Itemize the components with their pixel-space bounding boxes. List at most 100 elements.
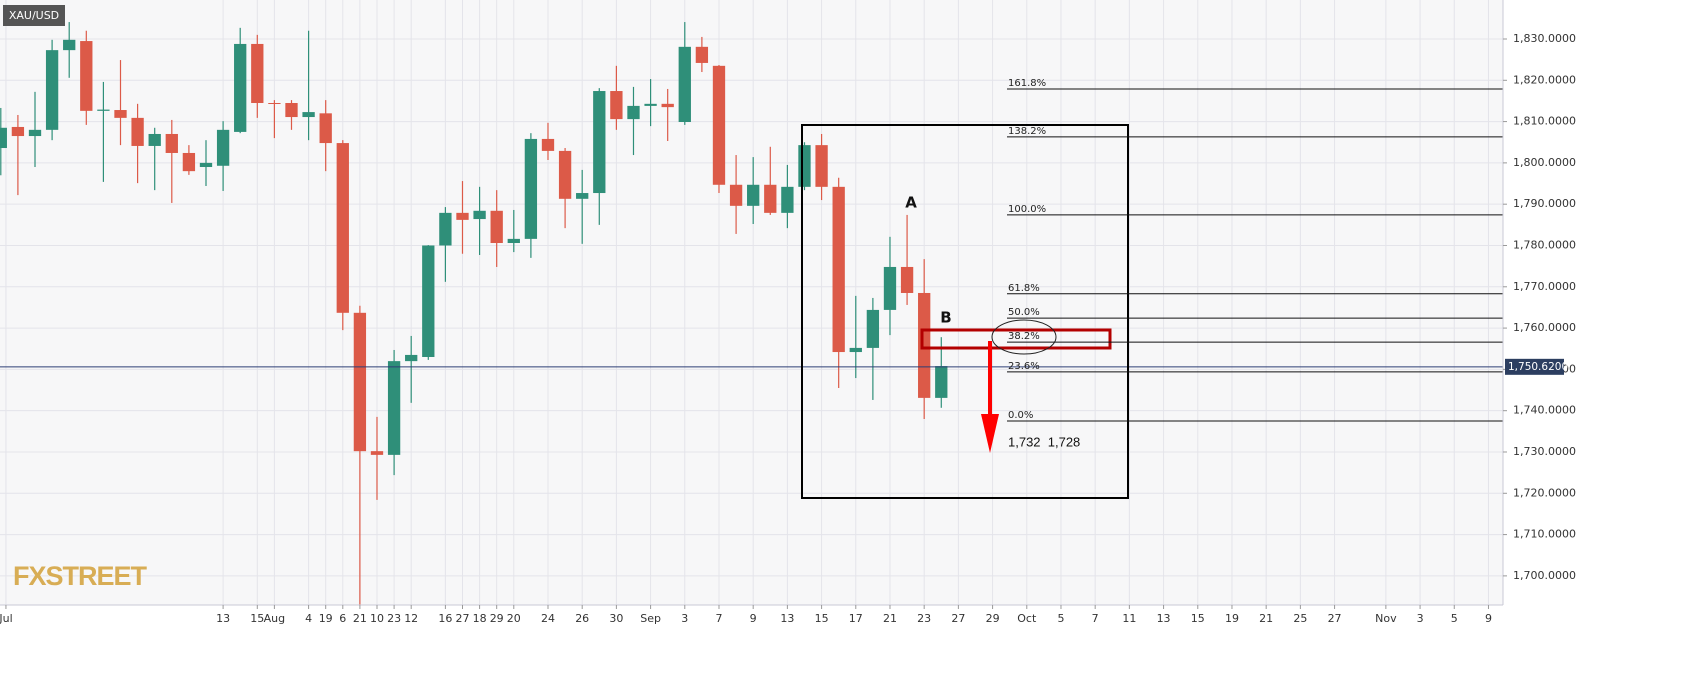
- x-tick-label: 24: [541, 612, 555, 625]
- candle-body: [558, 150, 572, 199]
- x-tick-label: 9: [750, 612, 757, 625]
- candle-body: [490, 210, 503, 244]
- x-tick-label: Aug: [264, 612, 285, 625]
- x-tick-label: 9: [1485, 612, 1492, 625]
- x-tick-label: 27: [1328, 612, 1342, 625]
- x-tick-label: 15: [815, 612, 829, 625]
- x-tick-label: 30: [609, 612, 623, 625]
- candle-body: [405, 354, 418, 362]
- candle-body: [80, 41, 93, 111]
- x-tick-label: 23: [387, 612, 401, 625]
- fib-label: 0.0%: [1008, 410, 1033, 421]
- candle-body: [302, 112, 315, 118]
- candle-body: [148, 133, 161, 146]
- candle-body: [815, 145, 828, 187]
- range-box: [801, 124, 1129, 499]
- x-tick-label: 21: [353, 612, 367, 625]
- x-tick-label: 27: [951, 612, 965, 625]
- candle-body: [524, 138, 538, 239]
- x-tick-label: 6: [339, 612, 346, 625]
- x-tick-label: 4: [305, 612, 312, 625]
- candle-body: [918, 292, 931, 398]
- x-tick-label: Oct: [1017, 612, 1037, 625]
- candle-body: [661, 103, 674, 108]
- candle-body: [268, 103, 281, 105]
- candles: [0, 22, 1503, 605]
- candle-body: [131, 117, 144, 146]
- annotation-a: A: [905, 194, 917, 212]
- candle-body: [695, 46, 709, 63]
- candle-body: [216, 129, 230, 166]
- y-tick-label: 1,700.0000: [1513, 569, 1576, 582]
- candle-body: [900, 266, 914, 293]
- candle-body: [832, 186, 845, 353]
- fib-label: 61.8%: [1008, 283, 1040, 294]
- candle-body: [319, 113, 332, 144]
- last-price-badge: [1505, 358, 1564, 375]
- candle-body: [182, 152, 196, 172]
- x-tick-label: Jul: [0, 612, 13, 625]
- candle-body: [336, 143, 349, 313]
- candle-body: [387, 361, 401, 455]
- y-tick-label: 1,770.0000: [1513, 280, 1576, 293]
- chart-title: XAU/USD: [9, 9, 59, 22]
- x-tick-label: Sep: [640, 612, 661, 625]
- x-tick-label: 27: [455, 612, 469, 625]
- candle-body: [63, 39, 76, 51]
- x-tick-label: 19: [1225, 612, 1239, 625]
- y-tick-label: 1,760.0000: [1513, 321, 1576, 334]
- x-tick-label: 16: [438, 612, 452, 625]
- candle-body: [507, 238, 520, 244]
- y-tick-label: 1,820.0000: [1513, 73, 1576, 86]
- x-tick-label: 29: [986, 612, 1000, 625]
- x-tick-label: 25: [1293, 612, 1307, 625]
- candle-body: [473, 210, 486, 220]
- fib-label: 50.0%: [1008, 307, 1040, 318]
- x-tick-label: 3: [681, 612, 688, 625]
- x-tick-label: 7: [715, 612, 722, 625]
- overlays: A B 1,732 1,728 161.8% 138.2% 100.0% 61.8% 5…: [801, 78, 1503, 499]
- candle-body: [935, 366, 948, 398]
- x-tick-label: 12: [404, 612, 418, 625]
- x-tick-label: 18: [473, 612, 487, 625]
- fib-label: 38.2%: [1008, 331, 1040, 342]
- x-tick-label: 13: [216, 612, 230, 625]
- y-tick-label: 1,780.0000: [1513, 238, 1576, 251]
- x-tick-label: 13: [780, 612, 794, 625]
- arrow-head: [981, 414, 999, 453]
- x-tick-label: 20: [507, 612, 521, 625]
- watermark: FXSTREET: [13, 561, 148, 591]
- candle-body: [883, 266, 897, 310]
- y-tick-label: 1,730.0000: [1513, 445, 1576, 458]
- candle-body: [285, 103, 298, 118]
- candle-body: [0, 127, 7, 149]
- x-tick-label: 19: [319, 612, 333, 625]
- y-tick-label: 1,710.0000: [1513, 528, 1576, 541]
- candle-body: [576, 193, 589, 199]
- candle-body: [610, 91, 623, 120]
- highlight-ellipse: [991, 319, 1057, 355]
- candle-body: [781, 186, 794, 213]
- x-tick-label: 21: [883, 612, 897, 625]
- x-tick-label: 17: [849, 612, 863, 625]
- target-levels: 1,732 1,728: [1008, 434, 1080, 449]
- candle-body: [422, 245, 435, 357]
- candle-body: [678, 46, 691, 122]
- candle-body: [729, 184, 743, 206]
- candle-body: [456, 212, 469, 220]
- plot-background: [0, 0, 1503, 605]
- annotation-b: B: [940, 309, 951, 327]
- x-tick-label: 15: [250, 612, 264, 625]
- x-tick-label: 3: [1417, 612, 1424, 625]
- resistance-zone: [920, 328, 1112, 350]
- candle-body: [764, 184, 777, 213]
- candle-body: [11, 126, 25, 137]
- candle-body: [644, 103, 657, 106]
- x-tick-label: 7: [1092, 612, 1099, 625]
- y-tick-label: 1,790.0000: [1513, 197, 1576, 210]
- x-tick-label: 15: [1191, 612, 1205, 625]
- candle-body: [712, 65, 726, 185]
- candle-body: [541, 138, 555, 151]
- candle-body: [234, 43, 247, 132]
